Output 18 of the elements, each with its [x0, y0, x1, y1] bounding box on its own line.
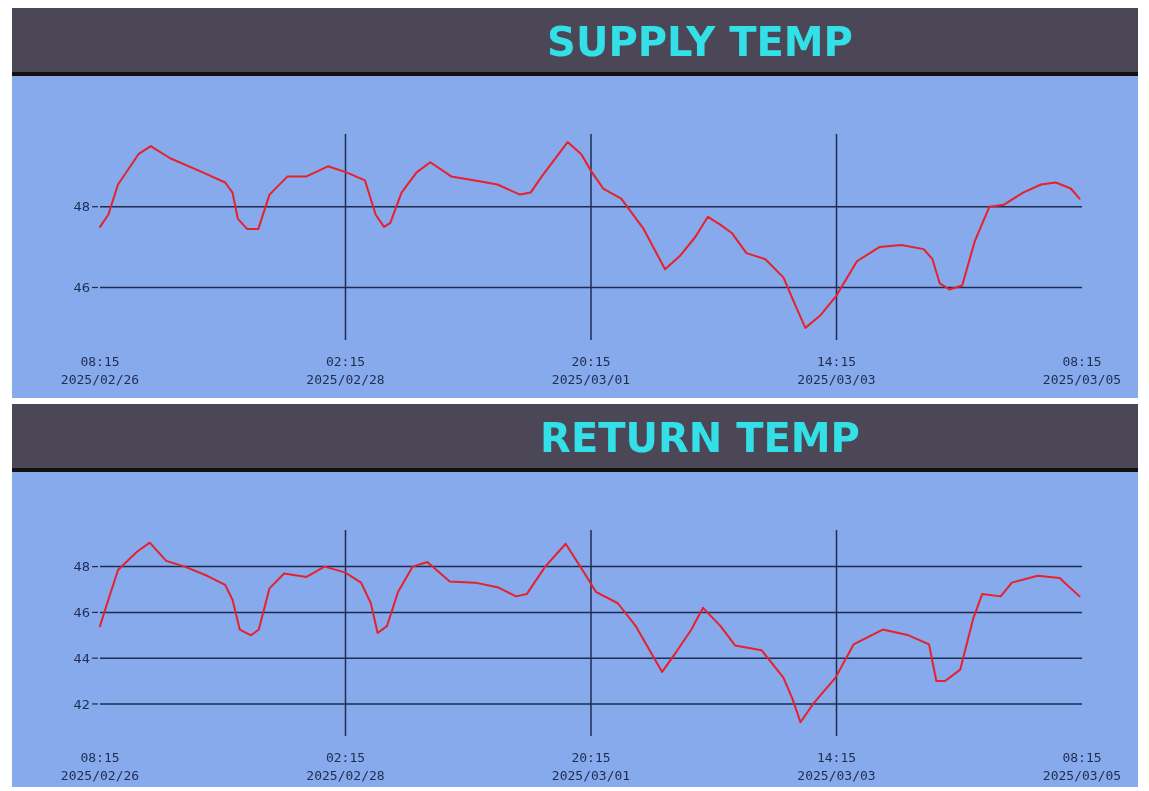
x-tick-label: 08:15 2025/02/26: [60, 354, 140, 387]
x-tick-label: 14:15 2025/03/03: [797, 354, 876, 387]
x-tick-label: 14:15 2025/03/03: [797, 750, 876, 783]
chart-title: SUPPLY TEMP: [547, 19, 853, 65]
y-tick-label: 48: [73, 199, 90, 215]
y-tick-label: 44: [73, 650, 90, 666]
y-tick-label: 46: [73, 280, 90, 296]
x-tick-label: 08:15 2025/03/05: [1042, 354, 1122, 387]
x-tick-label: 08:15 2025/03/05: [1042, 750, 1122, 783]
x-tick-label: 20:15 2025/03/01: [551, 750, 631, 783]
x-tick-label: 20:15 2025/03/01: [551, 354, 631, 387]
x-tick-label: 02:15 2025/02/28: [306, 354, 385, 387]
y-tick-label: 48: [73, 559, 90, 575]
x-tick-label: 02:15 2025/02/28: [306, 750, 385, 783]
y-tick-label: 42: [73, 696, 90, 712]
chart-title: RETURN TEMP: [540, 415, 860, 461]
y-tick-label: 46: [73, 604, 90, 620]
x-tick-label: 08:15 2025/02/26: [60, 750, 140, 783]
